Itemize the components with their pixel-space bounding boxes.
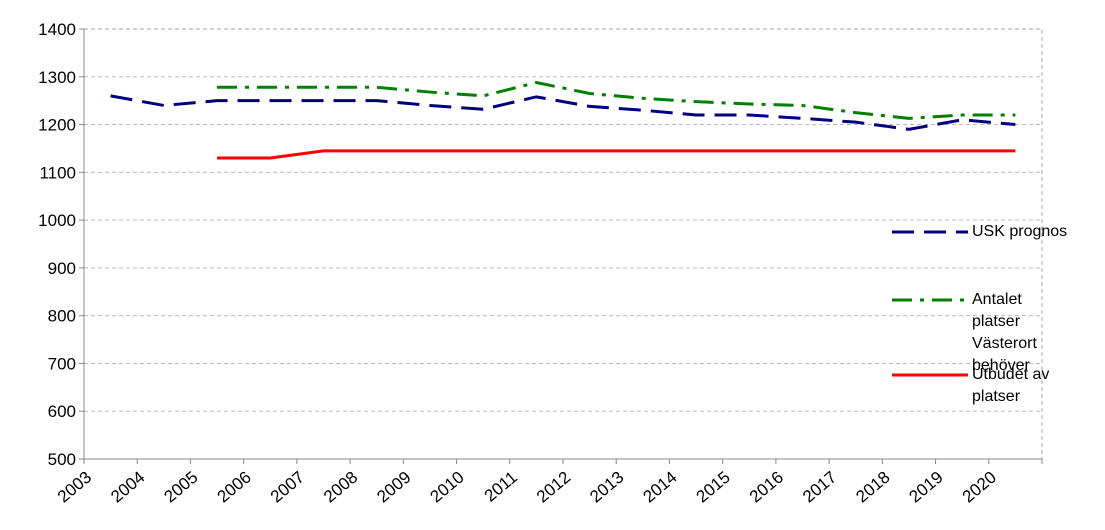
x-tick-label: 2020 [959, 468, 1000, 507]
y-tick-label: 800 [48, 307, 76, 326]
y-tick-label: 1000 [38, 211, 76, 230]
plot-border [83, 28, 1043, 460]
x-tick-label: 2013 [586, 468, 627, 507]
y-tick-label: 700 [48, 354, 76, 373]
x-tick-label: 2016 [746, 468, 787, 507]
x-tick-label: 2017 [799, 468, 840, 507]
x-tick-label: 2010 [427, 468, 468, 507]
legend-label: USK prognos [972, 223, 1068, 240]
x-tick-label: 2018 [852, 468, 893, 507]
y-tick-label: 1200 [38, 116, 76, 135]
series-line [110, 94, 1016, 131]
x-tick-label: 2014 [639, 468, 680, 507]
y-tick-label: 1100 [39, 163, 76, 182]
x-tick-label: 2005 [160, 468, 201, 507]
y-tick-label: 900 [48, 259, 76, 278]
series-line [217, 80, 1016, 120]
x-tick-label: 2019 [906, 468, 947, 507]
x-tick-label: 2012 [533, 468, 574, 507]
x-tick-label: 2003 [54, 468, 95, 507]
x-tick-label: 2008 [320, 468, 361, 507]
series-line [217, 149, 1016, 160]
x-tick-label: 2004 [107, 468, 148, 507]
y-tick-label: 1400 [38, 20, 76, 39]
legend-label: Antalet platser Västerort behöver [972, 291, 1037, 374]
y-tick-label: 600 [48, 402, 76, 421]
x-tick-label: 2006 [214, 468, 255, 507]
y-tick-label: 1300 [38, 68, 76, 87]
x-tick-label: 2007 [267, 468, 308, 507]
y-tick-label: 500 [48, 450, 76, 469]
x-tick-label: 2009 [373, 468, 414, 507]
x-tick-label: 2015 [693, 468, 734, 507]
legend-label: Utbudet av platser [972, 366, 1050, 405]
x-tick-label: 2011 [481, 468, 521, 506]
